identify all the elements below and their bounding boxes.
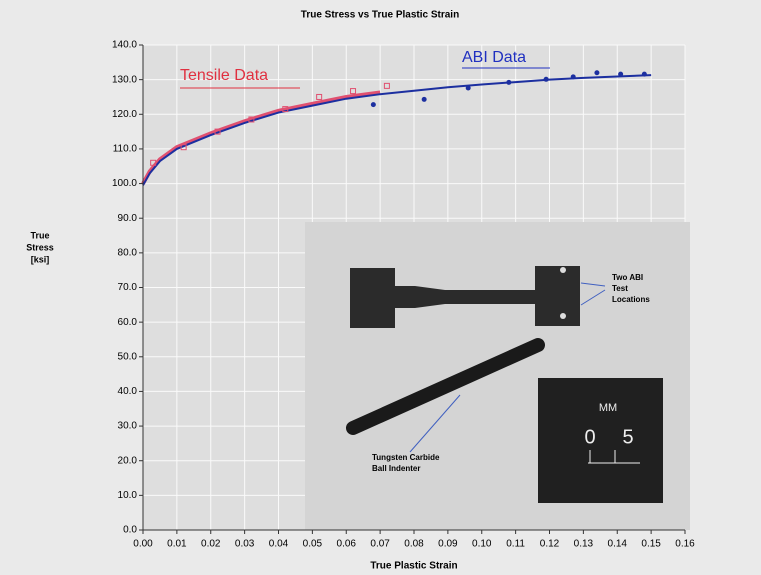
series-label: ABI Data bbox=[462, 49, 526, 66]
x-axis-label: True Plastic Strain bbox=[370, 561, 457, 572]
x-tick-label: 0.13 bbox=[574, 539, 594, 550]
x-tick-label: 0.03 bbox=[235, 539, 255, 550]
y-tick-label: 60.0 bbox=[118, 317, 138, 328]
data-point bbox=[282, 106, 289, 113]
photo-label: Ball Indenter bbox=[372, 464, 420, 473]
y-tick-label: 120.0 bbox=[112, 109, 137, 120]
photo-label: 5 bbox=[622, 426, 633, 448]
data-point bbox=[506, 79, 512, 85]
scale-block bbox=[538, 378, 663, 503]
y-tick-label: 140.0 bbox=[112, 40, 137, 51]
x-tick-label: 0.05 bbox=[303, 539, 323, 550]
photo-label: Test bbox=[612, 284, 628, 293]
abi-spot bbox=[560, 267, 566, 273]
data-point bbox=[370, 102, 376, 108]
x-tick-label: 0.06 bbox=[337, 539, 357, 550]
y-tick-label: 130.0 bbox=[112, 74, 137, 85]
x-tick-label: 0.04 bbox=[269, 539, 289, 550]
x-tick-label: 0.00 bbox=[133, 539, 153, 550]
photo-label: 0 bbox=[584, 426, 595, 448]
specimen bbox=[350, 266, 580, 328]
x-tick-label: 0.08 bbox=[404, 539, 424, 550]
abi-spot bbox=[560, 313, 566, 319]
data-point bbox=[383, 82, 390, 89]
data-point bbox=[641, 71, 647, 77]
y-tick-label: 0.0 bbox=[123, 525, 137, 536]
data-point bbox=[594, 70, 600, 76]
y-axis-label: Stress bbox=[26, 242, 54, 252]
chart-title: True Stress vs True Plastic Strain bbox=[301, 10, 459, 21]
y-axis-label: True bbox=[30, 230, 49, 240]
photo-label: Two ABI bbox=[612, 273, 643, 282]
x-tick-label: 0.11 bbox=[506, 539, 525, 550]
y-tick-label: 70.0 bbox=[118, 282, 138, 293]
data-point bbox=[570, 74, 576, 80]
data-point bbox=[214, 128, 221, 135]
series-label: Tensile Data bbox=[180, 67, 268, 84]
x-tick-label: 0.10 bbox=[472, 539, 492, 550]
pointer bbox=[580, 282, 606, 287]
pointer bbox=[580, 289, 606, 306]
x-tick-label: 0.14 bbox=[608, 539, 628, 550]
y-tick-label: 100.0 bbox=[112, 178, 137, 189]
photo-label: Locations bbox=[612, 295, 650, 304]
y-tick-label: 10.0 bbox=[118, 490, 138, 501]
x-tick-label: 0.16 bbox=[675, 539, 695, 550]
y-axis-label: [ksi] bbox=[31, 254, 50, 264]
indenter-rod bbox=[346, 338, 545, 435]
data-point bbox=[180, 144, 187, 151]
data-point bbox=[316, 93, 323, 100]
y-tick-label: 110.0 bbox=[113, 144, 138, 155]
photo-label: MM bbox=[599, 402, 617, 414]
x-tick-label: 0.12 bbox=[540, 539, 560, 550]
data-point bbox=[618, 71, 624, 77]
data-point bbox=[421, 96, 427, 102]
data-point bbox=[465, 85, 471, 91]
pointer bbox=[409, 394, 461, 453]
y-tick-label: 50.0 bbox=[118, 351, 138, 362]
data-point bbox=[543, 76, 549, 82]
y-tick-label: 90.0 bbox=[118, 213, 138, 224]
x-tick-label: 0.02 bbox=[201, 539, 221, 550]
photo: Two ABI Test Locations Tungsten Carbide … bbox=[305, 222, 690, 530]
data-point bbox=[350, 88, 357, 95]
x-tick-label: 0.07 bbox=[370, 539, 390, 550]
photo-label: Tungsten Carbide bbox=[372, 453, 440, 462]
x-tick-label: 0.01 bbox=[167, 539, 187, 550]
y-tick-label: 40.0 bbox=[118, 386, 138, 397]
data-point bbox=[150, 159, 157, 166]
data-point bbox=[248, 116, 255, 123]
y-tick-label: 20.0 bbox=[118, 455, 138, 466]
x-tick-label: 0.15 bbox=[641, 539, 661, 550]
y-tick-label: 80.0 bbox=[118, 247, 138, 258]
y-tick-label: 30.0 bbox=[118, 421, 138, 432]
x-tick-label: 0.09 bbox=[438, 539, 458, 550]
fit-line bbox=[142, 74, 652, 186]
